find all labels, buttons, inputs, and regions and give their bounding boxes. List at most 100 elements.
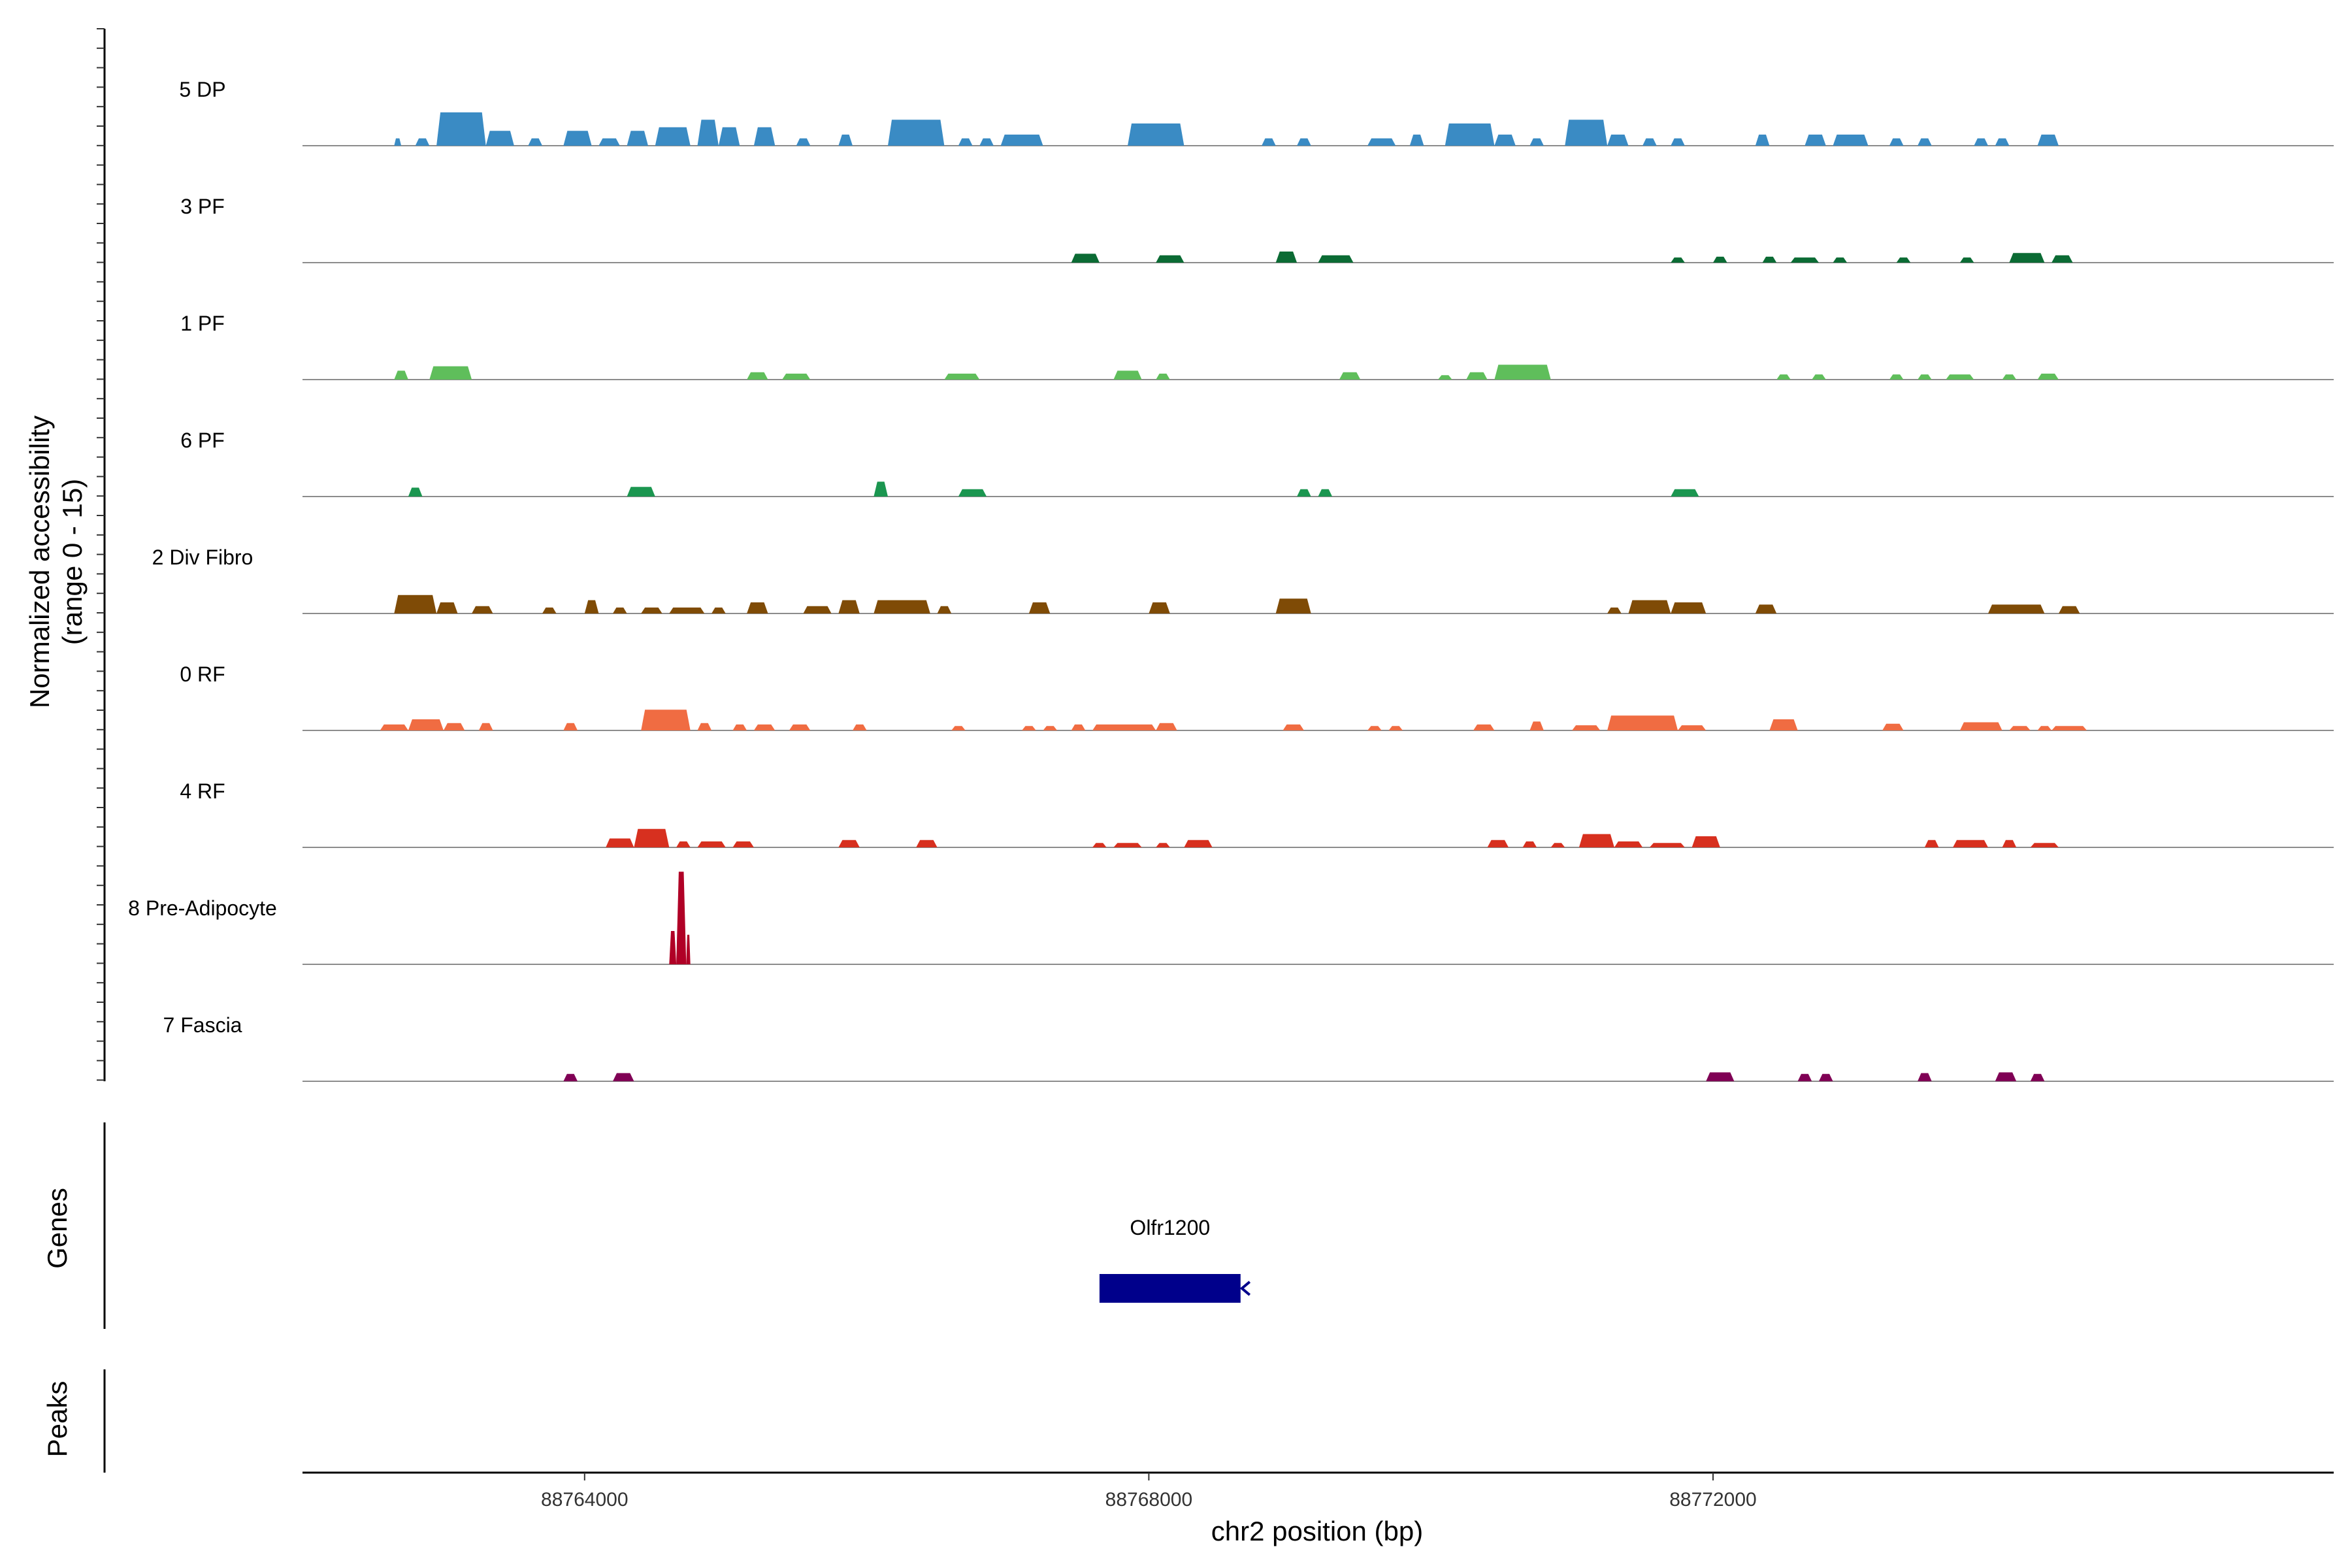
coverage-peak bbox=[1128, 123, 1184, 146]
coverage-peak bbox=[1889, 138, 1904, 146]
coverage-peak bbox=[1466, 372, 1488, 380]
coverage-peak bbox=[1071, 724, 1086, 730]
coverage-peak bbox=[641, 607, 662, 613]
coverage-peak bbox=[641, 710, 691, 730]
coverage-peak bbox=[874, 600, 930, 613]
coverage-peak bbox=[1149, 602, 1170, 613]
coverage-tracks: 5 DP 3 PF 1 PF 6 PF 2 Div Fibro 0 RF 4 RF 8 Pre… bbox=[128, 78, 2334, 1082]
coverage-peak bbox=[1071, 253, 1100, 263]
y-axis bbox=[97, 28, 106, 1081]
track-0-rf: 0 RF bbox=[180, 662, 2334, 731]
coverage-peak bbox=[1812, 374, 1826, 380]
coverage-peak bbox=[958, 138, 973, 146]
coverage-peak bbox=[669, 931, 677, 964]
coverage-peak bbox=[697, 723, 712, 730]
coverage-peak bbox=[429, 366, 472, 380]
coverage-peak bbox=[796, 138, 811, 146]
coverage-peak bbox=[1882, 723, 1904, 730]
coverage-peak bbox=[380, 724, 408, 730]
coverage-peak bbox=[1000, 135, 1043, 146]
coverage-peak bbox=[753, 127, 776, 146]
coverage-peak bbox=[1959, 257, 1974, 263]
coverage-peak bbox=[1487, 840, 1509, 847]
coverage-peak bbox=[1156, 723, 1177, 730]
coverage-peak bbox=[1494, 365, 1551, 380]
coverage-peak bbox=[1156, 843, 1170, 847]
coverage-peak bbox=[1713, 256, 1727, 263]
x-tick-label: 88764000 bbox=[541, 1489, 628, 1511]
coverage-peak bbox=[436, 602, 458, 613]
coverage-peak bbox=[1671, 489, 1699, 497]
coverage-peak bbox=[697, 120, 719, 146]
coverage-peak bbox=[528, 138, 542, 146]
track-label: 0 RF bbox=[180, 662, 225, 686]
track-label: 2 Div Fibro bbox=[152, 546, 253, 569]
coverage-peak bbox=[1614, 841, 1643, 847]
coverage-peak bbox=[676, 841, 691, 847]
coverage-peak bbox=[853, 724, 867, 730]
coverage-peak bbox=[1607, 607, 1622, 613]
coverage-peak bbox=[1988, 604, 2045, 613]
track-label: 4 RF bbox=[180, 779, 225, 803]
coverage-peak bbox=[1156, 255, 1184, 263]
coverage-peak bbox=[613, 607, 627, 613]
coverage-peak bbox=[1275, 252, 1298, 263]
coverage-peak bbox=[2051, 726, 2087, 730]
track-label: 5 DP bbox=[179, 78, 225, 101]
coverage-peak bbox=[888, 120, 945, 146]
gene-body bbox=[1099, 1274, 1241, 1303]
coverage-peak bbox=[874, 482, 888, 497]
coverage-peak bbox=[2030, 1073, 2045, 1081]
coverage-peak bbox=[1762, 256, 1777, 263]
coverage-peak bbox=[2030, 843, 2059, 847]
coverage-peak bbox=[1995, 1072, 2017, 1081]
coverage-peak bbox=[2059, 606, 2080, 613]
coverage-peak bbox=[1318, 255, 1354, 263]
coverage-peak bbox=[2037, 373, 2059, 380]
coverage-peak bbox=[1889, 374, 1904, 380]
coverage-peak bbox=[2009, 726, 2031, 730]
x-axis-title: chr2 position (bp) bbox=[1211, 1516, 1424, 1546]
track-5-dp: 5 DP bbox=[179, 78, 2334, 146]
coverage-peak bbox=[1028, 602, 1051, 613]
coverage-peak bbox=[1473, 724, 1495, 730]
coverage-peak bbox=[485, 131, 514, 146]
coverage-peak bbox=[753, 724, 776, 730]
coverage-peak bbox=[1156, 373, 1170, 380]
coverage-peak bbox=[1671, 257, 1685, 263]
coverage-peak bbox=[803, 606, 832, 613]
coverage-peak bbox=[1388, 726, 1403, 730]
track-label: 1 PF bbox=[180, 312, 225, 335]
coverage-peak bbox=[951, 726, 966, 730]
track-3-pf: 3 PF bbox=[180, 195, 2334, 263]
coverage-peak bbox=[1572, 725, 1601, 730]
coverage-peak bbox=[1995, 138, 2010, 146]
track-label: 8 Pre-Adipocyte bbox=[128, 896, 277, 920]
coverage-peak bbox=[1819, 1073, 1833, 1081]
coverage-peak bbox=[1578, 834, 1614, 847]
coverage-peak bbox=[2037, 726, 2052, 730]
coverage-peak bbox=[1649, 843, 1685, 847]
coverage-peak bbox=[1959, 722, 2002, 730]
coverage-peak bbox=[478, 723, 493, 730]
coverage-peak bbox=[958, 489, 987, 497]
coverage-peak bbox=[1974, 138, 1988, 146]
coverage-peak bbox=[1022, 726, 1036, 730]
x-tick-label: 88768000 bbox=[1105, 1489, 1192, 1511]
coverage-peak bbox=[732, 724, 747, 730]
coverage-peak bbox=[1438, 375, 1452, 380]
coverage-peak bbox=[563, 723, 578, 730]
track-label: 7 Fascia bbox=[163, 1013, 242, 1037]
coverage-peak bbox=[1550, 843, 1565, 847]
coverage-peak bbox=[1918, 374, 1932, 380]
coverage-peak bbox=[1367, 726, 1382, 730]
coverage-peak bbox=[542, 607, 557, 613]
coverage-peak bbox=[1769, 719, 1798, 730]
coverage-peak bbox=[2002, 840, 2017, 847]
coverage-peak bbox=[1607, 135, 1629, 146]
coverage-peak bbox=[1339, 372, 1361, 380]
coverage-peak bbox=[1529, 721, 1544, 730]
peaks-label: Peaks bbox=[42, 1381, 73, 1458]
coverage-peak bbox=[1833, 135, 1869, 146]
coverage-peak bbox=[1043, 726, 1058, 730]
